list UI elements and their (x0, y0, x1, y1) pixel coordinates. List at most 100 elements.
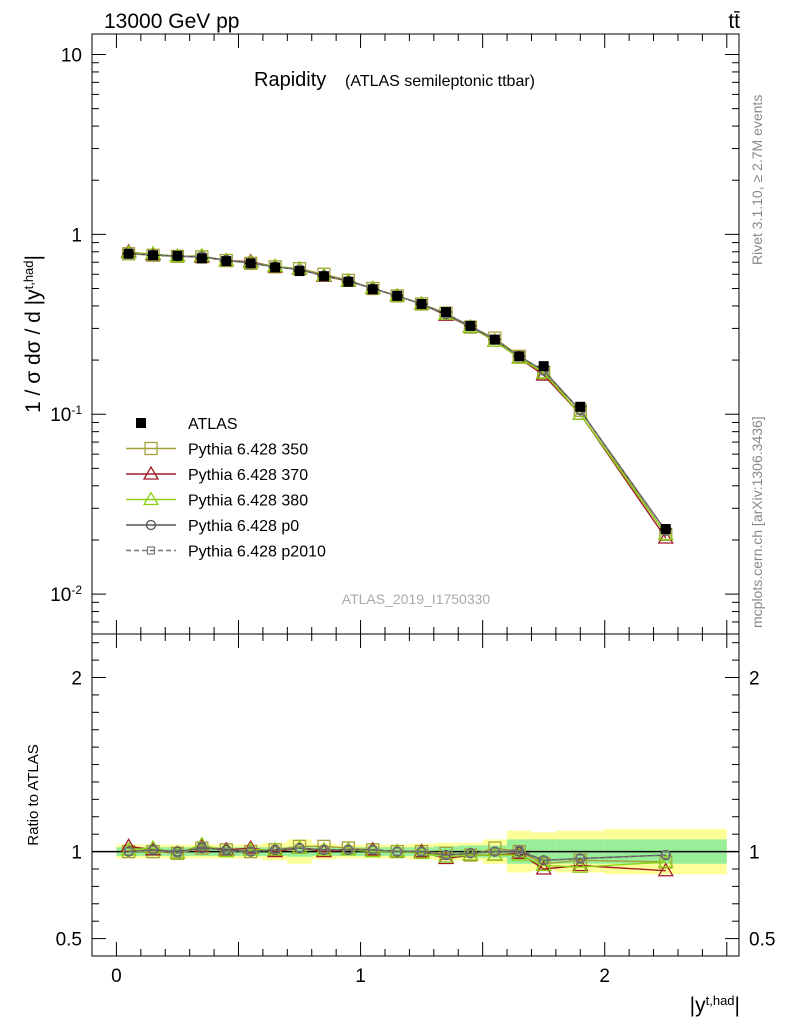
ratio-marker-p2010 (124, 847, 133, 856)
main-title: Rapidity (254, 69, 326, 91)
data-point-atlas (318, 271, 329, 282)
ratio-marker-p0 (514, 846, 525, 857)
legend-label: Pythia 6.428 p2010 (188, 544, 326, 561)
data-point-atlas (392, 290, 403, 301)
y-tick-label: 10 (61, 45, 82, 66)
ratio-marker-p2010 (661, 850, 670, 860)
legend-marker (146, 546, 156, 555)
ratio-marker-p2010 (441, 850, 451, 860)
y-tick-label: 1 (71, 225, 82, 246)
data-point-atlas (172, 250, 183, 261)
data-point-atlas (514, 351, 525, 362)
ratio-marker-p2010 (576, 854, 585, 863)
data-point-atlas (270, 262, 281, 273)
legend-marker (145, 519, 157, 531)
ratio-marker-p2010 (344, 845, 353, 854)
ratio-y-tick-label-left: 0.5 (56, 930, 82, 951)
ratio-axis-ticks: 0 1 2 0.5 0.5 1 1 2 2 (56, 634, 775, 987)
watermark: ATLAS_2019_I1750330 (342, 591, 491, 607)
marker-370 (657, 529, 674, 544)
ratio-marker-p0 (172, 846, 183, 857)
ratio-marker-p2010 (222, 847, 231, 856)
series-line-p2010 (128, 253, 667, 532)
ratio-marker-380 (572, 858, 589, 873)
ratio-y-tick-label-right: 2 (749, 669, 760, 690)
main-ylabel-text: 1 / σ dσ / d |yt,had| (21, 255, 46, 413)
y-tick-label: 10-2 (50, 583, 82, 606)
legend-marker (142, 491, 160, 506)
ratio-marker-370 (242, 839, 259, 854)
legend-label: ATLAS (188, 416, 238, 433)
legend-marker (144, 441, 158, 456)
main-subtitle: (ATLAS semileptonic ttbar) (345, 73, 535, 90)
x-axis-label: |yt,had| (690, 993, 740, 1018)
data-point-atlas (416, 299, 427, 310)
header-left: 13000 GeV pp (104, 10, 239, 33)
legend: ATLAS Pythia 6.428 350 Pythia 6.428 370 Pyt… (126, 416, 326, 561)
data-point-atlas (489, 334, 500, 345)
ratio-marker-p0 (221, 844, 232, 855)
ratio-marker-p2010 (295, 843, 304, 853)
ratio-marker-p2010 (271, 845, 280, 854)
ratio-marker-p2010 (197, 842, 206, 851)
data-point-atlas (367, 284, 378, 295)
ratio-marker-370 (572, 857, 589, 872)
ratio-marker-p0 (196, 842, 208, 854)
ratio-marker-370 (535, 860, 552, 875)
ratio-frame (91, 633, 740, 957)
data-point-atlas (294, 266, 305, 277)
ratio-marker-350 (488, 841, 502, 855)
x-tick-label: 0 (111, 966, 122, 987)
data-point-atlas (441, 307, 452, 318)
ratio-marker-p2010 (148, 845, 158, 854)
ratio-marker-p2010 (393, 847, 402, 856)
x-tick-label: 2 (599, 966, 610, 987)
data-point-atlas (148, 250, 159, 261)
ratio-y-tick-label-right: 0.5 (749, 930, 775, 951)
ratio-marker-p2010 (417, 847, 426, 856)
data-point-atlas (123, 248, 134, 259)
legend-label: Pythia 6.428 380 (188, 493, 308, 510)
legend-marker-atlas (136, 418, 146, 428)
ratio-line-p2010 (128, 845, 666, 861)
ratio-marker-p2010 (368, 845, 377, 854)
ratio-y-tick-label-left: 1 (71, 843, 82, 864)
x-axis-label-text: |yt,had| (690, 993, 740, 1018)
ratio-marker-p2010 (515, 845, 524, 854)
ratio-ylabel: Ratio to ATLAS (25, 744, 42, 845)
ratio-marker-p2010 (466, 849, 475, 858)
ratio-marker-p2010 (539, 856, 548, 865)
ratio-marker-p2010 (319, 845, 329, 854)
legend-marker (142, 465, 160, 480)
data-point-atlas (575, 401, 586, 412)
ratio-marker-370 (657, 862, 674, 877)
main-panel: 10 1 10-1 10-2 Rapidity (ATLAS semileptonic… (21, 33, 740, 635)
data-point-atlas (538, 361, 549, 372)
ratio-y-tick-label-right: 1 (749, 843, 760, 864)
data-point-atlas (221, 256, 232, 267)
data-point-atlas (245, 258, 256, 269)
header-right: tt̄ (728, 10, 740, 33)
ratio-marker-380 (535, 857, 552, 872)
main-series-group (120, 243, 674, 544)
data-point-atlas (660, 524, 671, 535)
ratio-marker-350 (317, 839, 331, 853)
rivet-label: Rivet 3.1.10, ≥ 2.7M events (749, 95, 765, 265)
legend-label: Pythia 6.428 350 (188, 442, 308, 459)
ratio-panel: 0 1 2 0.5 0.5 1 1 2 2 Ratio to ATLAS |yt,had| (25, 633, 775, 1018)
main-axis-ticks: 10 1 10-1 10-2 (50, 34, 739, 635)
legend-label: Pythia 6.428 p0 (188, 518, 299, 535)
data-point-atlas (465, 320, 476, 331)
data-point-atlas (196, 253, 207, 264)
ratio-series-group (120, 836, 674, 877)
data-point-atlas (343, 276, 354, 287)
ratio-marker-p2010 (173, 849, 182, 858)
ratio-y-tick-label-left: 2 (71, 669, 82, 690)
ratio-marker-p2010 (490, 847, 499, 856)
ratio-marker-380 (657, 853, 674, 868)
ratio-marker-p2010 (246, 847, 255, 856)
legend-label: Pythia 6.428 370 (188, 467, 308, 484)
y-tick-label: 10-1 (50, 403, 82, 426)
mcplots-label: mcplots.cern.ch [arXiv:1306.3436] (749, 416, 765, 628)
